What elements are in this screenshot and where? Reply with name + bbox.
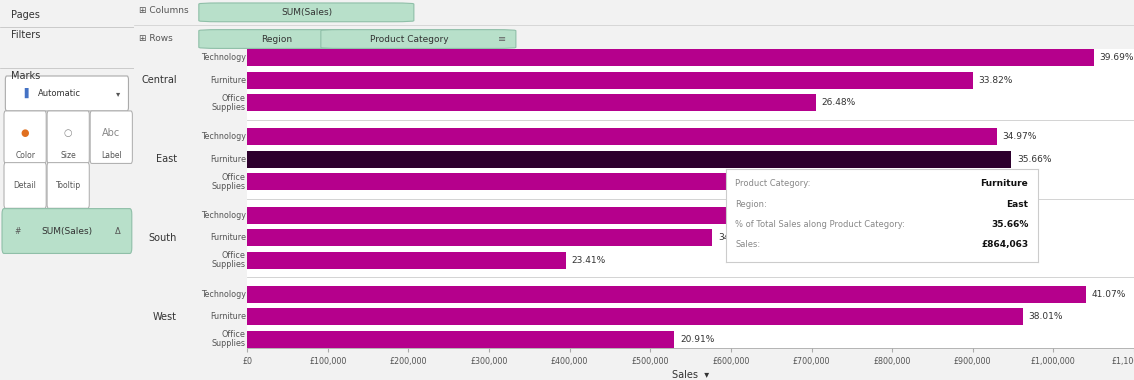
- Text: Region:: Region:: [735, 200, 767, 209]
- Text: 38.01%: 38.01%: [1029, 312, 1063, 321]
- Text: 39.69%: 39.69%: [1099, 53, 1134, 62]
- Text: Furniture: Furniture: [210, 155, 246, 164]
- Text: Office
Supplies: Office Supplies: [212, 173, 246, 191]
- Bar: [247, 94, 815, 111]
- Text: 29.36%: 29.36%: [882, 177, 917, 186]
- Text: Filters: Filters: [10, 30, 40, 40]
- Bar: [247, 173, 877, 190]
- FancyBboxPatch shape: [198, 30, 354, 48]
- Text: Sales:: Sales:: [735, 239, 760, 249]
- Text: Δ: Δ: [115, 226, 120, 236]
- Text: Marks: Marks: [10, 71, 40, 81]
- Bar: [247, 151, 1012, 168]
- Text: Technology: Technology: [201, 290, 246, 299]
- Text: Abc: Abc: [102, 128, 120, 138]
- FancyBboxPatch shape: [321, 30, 516, 48]
- Text: Office
Supplies: Office Supplies: [212, 252, 246, 269]
- Text: Furniture: Furniture: [210, 233, 246, 242]
- Text: ⊞ Columns: ⊞ Columns: [138, 6, 188, 15]
- X-axis label: Sales  ▾: Sales ▾: [672, 370, 709, 380]
- Text: 20.91%: 20.91%: [680, 335, 714, 344]
- Text: Office
Supplies: Office Supplies: [212, 94, 246, 112]
- FancyBboxPatch shape: [6, 76, 128, 111]
- Text: 34.20%: 34.20%: [718, 233, 752, 242]
- Text: Furniture: Furniture: [210, 312, 246, 321]
- Text: Tooltip: Tooltip: [56, 181, 81, 190]
- Text: Technology: Technology: [201, 53, 246, 62]
- Text: SUM(Sales): SUM(Sales): [41, 226, 93, 236]
- FancyBboxPatch shape: [5, 163, 46, 208]
- Text: Size: Size: [60, 150, 76, 160]
- FancyBboxPatch shape: [91, 111, 133, 163]
- Text: Office
Supplies: Office Supplies: [212, 330, 246, 348]
- Bar: [247, 331, 675, 348]
- Text: ≡: ≡: [498, 34, 506, 44]
- Text: East: East: [155, 154, 177, 164]
- FancyBboxPatch shape: [48, 111, 90, 163]
- Bar: [247, 230, 712, 246]
- Text: Product Category:: Product Category:: [735, 179, 811, 188]
- Text: Furniture: Furniture: [981, 179, 1029, 188]
- Text: West: West: [153, 312, 177, 322]
- Text: ▐: ▐: [20, 88, 27, 98]
- FancyBboxPatch shape: [198, 3, 414, 22]
- Bar: [247, 308, 1023, 325]
- Text: ⊞ Rows: ⊞ Rows: [138, 34, 172, 43]
- FancyBboxPatch shape: [48, 163, 90, 208]
- Text: Furniture: Furniture: [210, 76, 246, 85]
- Text: Technology: Technology: [201, 211, 246, 220]
- Text: 23.41%: 23.41%: [572, 256, 606, 265]
- Text: East: East: [1006, 200, 1029, 209]
- Text: Region: Region: [261, 35, 293, 44]
- Text: Pages: Pages: [10, 10, 40, 19]
- Text: #: #: [15, 226, 20, 236]
- Text: Automatic: Automatic: [37, 89, 81, 98]
- Text: % of Total Sales along Product Category:: % of Total Sales along Product Category:: [735, 220, 905, 228]
- Bar: [247, 252, 566, 269]
- Text: 41.07%: 41.07%: [1091, 290, 1126, 299]
- Text: 33.82%: 33.82%: [979, 76, 1013, 85]
- Text: Color: Color: [15, 150, 35, 160]
- Text: Label: Label: [101, 150, 121, 160]
- Text: South: South: [149, 233, 177, 243]
- Text: 35.66%: 35.66%: [1017, 155, 1051, 164]
- Text: Central: Central: [142, 75, 177, 86]
- Text: 35.66%: 35.66%: [991, 220, 1029, 228]
- Text: ●: ●: [20, 128, 29, 138]
- Text: Product Category: Product Category: [370, 35, 448, 44]
- Text: 34.97%: 34.97%: [1002, 132, 1036, 141]
- Bar: [247, 128, 997, 145]
- Text: SUM(Sales): SUM(Sales): [281, 8, 332, 17]
- FancyBboxPatch shape: [5, 111, 46, 163]
- Bar: [247, 207, 823, 224]
- Text: ▾: ▾: [116, 89, 120, 98]
- Text: 42.39%: 42.39%: [829, 211, 863, 220]
- FancyBboxPatch shape: [2, 209, 132, 253]
- Text: £864,063: £864,063: [981, 239, 1029, 249]
- Text: Technology: Technology: [201, 132, 246, 141]
- Bar: [247, 49, 1093, 66]
- Text: Detail: Detail: [14, 181, 36, 190]
- Text: ○: ○: [64, 128, 73, 138]
- Bar: [247, 72, 973, 89]
- Bar: [247, 286, 1085, 303]
- Text: 26.48%: 26.48%: [821, 98, 855, 107]
